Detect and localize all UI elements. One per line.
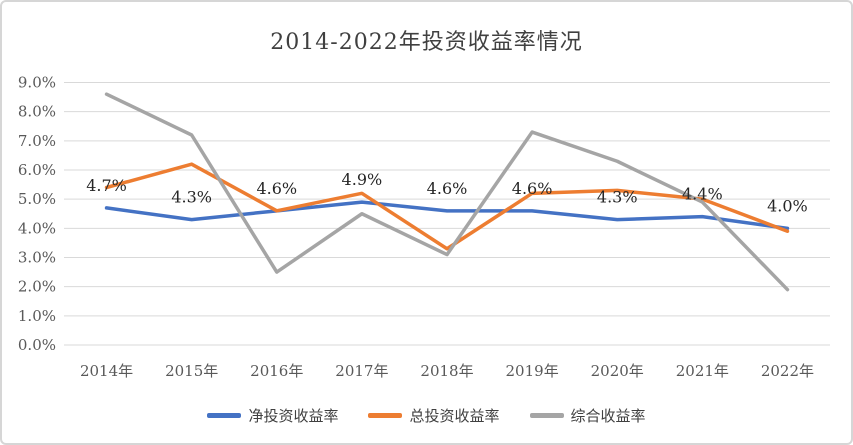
data-label: 4.3%: [171, 188, 212, 207]
x-category-label: 2014年: [80, 362, 133, 380]
y-tick-label: 3.0%: [18, 249, 56, 267]
y-tick-label: 6.0%: [18, 161, 56, 179]
x-category-label: 2020年: [591, 362, 644, 380]
y-tick-label: 8.0%: [18, 103, 56, 121]
y-tick-label: 5.0%: [18, 190, 56, 208]
x-category-label: 2019年: [506, 362, 559, 380]
legend-label: 总投资收益率: [409, 407, 500, 425]
y-tick-label: 7.0%: [18, 132, 56, 150]
legend-line-swatch: [207, 413, 242, 418]
x-category-label: 2018年: [420, 362, 473, 380]
legend-item-1: 总投资收益率: [368, 405, 500, 426]
legend-label: 综合收益率: [570, 407, 646, 425]
legend-label: 净投资收益率: [248, 407, 339, 425]
x-category-label: 2017年: [335, 362, 388, 380]
data-label: 4.9%: [342, 170, 383, 189]
legend-line-swatch: [529, 413, 564, 418]
legend-item-0: 净投资收益率: [207, 405, 338, 426]
data-label: 4.6%: [512, 179, 553, 198]
data-label: 4.4%: [682, 185, 723, 204]
y-tick-label: 0.0%: [18, 336, 56, 354]
series-0-data-labels: 4.7% 4.3% 4.6% 4.9% 4.6% 4.6% 4.3% 4.4% 4.0%: [86, 170, 808, 215]
x-category-label: 2022年: [761, 362, 814, 380]
y-axis-tick-labels: 0.0% 1.0% 2.0% 3.0% 4.0% 5.0% 6.0% 7.0% 8.0% 9.0%: [18, 74, 56, 355]
y-tick-label: 1.0%: [18, 307, 56, 325]
series-line-0: [104, 200, 790, 231]
x-category-label: 2016年: [250, 362, 303, 380]
x-axis-category-labels: 2014年 2015年 2016年 2017年 2018年 2019年 2020年 2021年…: [80, 362, 814, 380]
chart-title: 2014-2022年投资收益率情况: [270, 30, 583, 55]
legend-item-2: 综合收益率: [529, 405, 646, 426]
x-category-label: 2015年: [165, 362, 218, 380]
y-gridlines: [64, 82, 830, 346]
y-tick-label: 4.0%: [18, 219, 56, 237]
chart-legend: 净投资收益率 总投资收益率 综合收益率: [2, 405, 851, 426]
data-label: 4.7%: [86, 176, 127, 195]
data-label: 4.3%: [597, 188, 638, 207]
series-line-2: [104, 92, 790, 292]
data-label: 4.6%: [427, 179, 468, 198]
y-tick-label: 2.0%: [18, 278, 56, 296]
data-label: 4.0%: [767, 196, 808, 215]
x-category-label: 2021年: [676, 362, 729, 380]
y-tick-label: 9.0%: [18, 74, 56, 92]
legend-line-swatch: [368, 413, 403, 418]
data-label: 4.6%: [256, 179, 297, 198]
